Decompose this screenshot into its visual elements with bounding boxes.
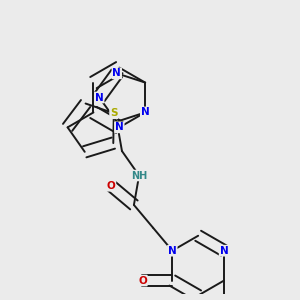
Text: N: N <box>141 107 150 117</box>
Text: N: N <box>220 246 228 256</box>
Text: N: N <box>95 92 103 103</box>
Text: O: O <box>138 275 147 286</box>
Text: S: S <box>110 108 118 118</box>
Text: NH: NH <box>131 170 147 181</box>
Text: N: N <box>168 246 177 256</box>
Text: N: N <box>115 122 124 132</box>
Text: O: O <box>107 181 116 191</box>
Text: N: N <box>112 68 121 78</box>
